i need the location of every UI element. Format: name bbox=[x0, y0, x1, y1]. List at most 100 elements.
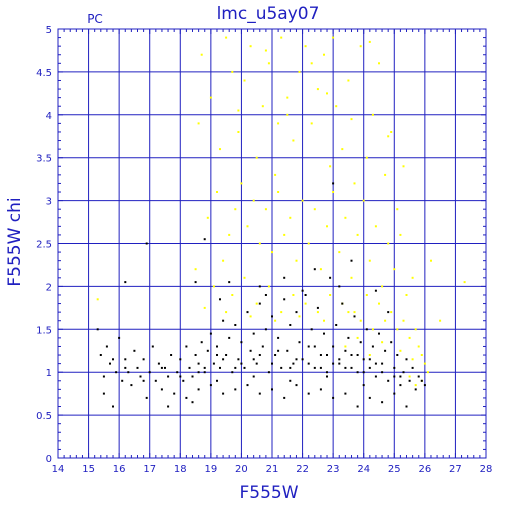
scatter-point bbox=[353, 315, 356, 318]
scatter-point bbox=[384, 349, 387, 352]
scatter-point bbox=[323, 332, 325, 335]
scatter-point bbox=[289, 324, 292, 326]
scatter-point bbox=[252, 199, 255, 202]
scatter-point bbox=[197, 122, 200, 125]
scatter-point bbox=[344, 345, 347, 348]
y-tick-label: 5 bbox=[46, 25, 52, 36]
scatter-point bbox=[258, 354, 261, 356]
scatter-point bbox=[362, 384, 365, 387]
scatter-point bbox=[399, 349, 402, 352]
scatter-point bbox=[329, 294, 332, 296]
scatter-point bbox=[329, 276, 332, 279]
scatter-point bbox=[378, 62, 380, 65]
scatter-point bbox=[191, 401, 194, 404]
scatter-point bbox=[393, 366, 396, 369]
scatter-point bbox=[206, 349, 209, 352]
scatter-point bbox=[209, 332, 212, 335]
scatter-point bbox=[347, 79, 350, 82]
x-tick-label: 27 bbox=[449, 464, 462, 475]
y-tick-label: 2 bbox=[46, 282, 52, 293]
scatter-point bbox=[323, 319, 325, 322]
scatter-point bbox=[356, 336, 359, 339]
scatter-point bbox=[378, 302, 380, 305]
scatter-point bbox=[384, 319, 387, 322]
scatter-point bbox=[142, 379, 145, 382]
scatter-point bbox=[326, 92, 328, 95]
scatter-point bbox=[374, 289, 377, 292]
scatter-point bbox=[167, 405, 170, 408]
scatter-point bbox=[179, 358, 182, 361]
scatter-point bbox=[423, 384, 426, 387]
scatter-point bbox=[264, 294, 267, 296]
scatter-point bbox=[430, 259, 432, 262]
scatter-point bbox=[411, 276, 414, 279]
scatter-point bbox=[173, 392, 176, 395]
scatter-point bbox=[179, 375, 182, 378]
x-tick-label: 15 bbox=[82, 464, 95, 475]
scatter-point bbox=[255, 362, 258, 365]
scatter-point bbox=[353, 311, 356, 314]
scatter-point bbox=[258, 392, 261, 395]
scatter-point bbox=[368, 40, 371, 43]
scatter-point bbox=[102, 375, 105, 378]
scatter-point bbox=[307, 392, 310, 395]
x-tick-label: 26 bbox=[418, 464, 431, 475]
y-tick-label: 4.5 bbox=[36, 68, 52, 79]
scatter-point bbox=[261, 345, 264, 348]
chart-title: lmc_u5ay07 bbox=[217, 4, 320, 24]
scatter-point bbox=[240, 182, 243, 185]
scatter-point bbox=[164, 366, 166, 369]
scatter-point bbox=[399, 375, 402, 378]
scatter-point bbox=[319, 354, 322, 356]
scatter-point bbox=[414, 328, 417, 331]
scatter-point bbox=[228, 233, 231, 236]
scatter-point bbox=[319, 268, 322, 271]
scatter-point bbox=[274, 354, 277, 356]
scatter-point bbox=[332, 36, 335, 39]
scatter-point bbox=[197, 362, 200, 365]
scatter-point bbox=[274, 173, 277, 176]
scatter-point bbox=[280, 311, 283, 314]
scatter-point bbox=[222, 259, 225, 262]
scatter-point bbox=[368, 354, 371, 356]
scatter-point bbox=[280, 36, 283, 39]
scatter-point bbox=[289, 366, 292, 369]
scatter-point bbox=[417, 345, 420, 348]
scatter-point bbox=[408, 379, 411, 382]
scatter-point bbox=[286, 96, 289, 99]
scatter-point bbox=[371, 113, 374, 116]
scatter-point bbox=[136, 366, 139, 369]
scatter-point bbox=[240, 362, 243, 365]
scatter-point bbox=[243, 276, 246, 279]
scatter-point bbox=[387, 311, 390, 314]
scatter-point bbox=[390, 131, 393, 133]
scatter-point bbox=[298, 341, 301, 344]
scatter-point bbox=[99, 354, 102, 356]
scatter-point bbox=[374, 362, 377, 365]
y-tick-label: 3 bbox=[46, 197, 52, 208]
scatter-point bbox=[194, 354, 197, 356]
scatter-point bbox=[160, 366, 163, 369]
scatter-point bbox=[414, 388, 417, 391]
scatter-point bbox=[258, 242, 261, 245]
scatter-point bbox=[237, 358, 240, 361]
scatter-point bbox=[222, 392, 225, 395]
scatter-point bbox=[102, 392, 105, 395]
scatter-point bbox=[341, 148, 344, 151]
x-tick-label: 19 bbox=[204, 464, 217, 475]
scatter-point bbox=[277, 191, 280, 193]
scatter-point bbox=[200, 341, 203, 344]
scatter-point bbox=[316, 311, 319, 314]
x-tick-label: 18 bbox=[174, 464, 187, 475]
scatter-point bbox=[277, 336, 280, 339]
scatter-point bbox=[185, 345, 188, 348]
scatter-point bbox=[225, 354, 228, 356]
scatter-point bbox=[420, 354, 423, 356]
scatter-point bbox=[246, 384, 249, 387]
x-tick-label: 14 bbox=[52, 464, 65, 475]
scatter-point bbox=[185, 396, 188, 399]
scatter-point bbox=[188, 366, 191, 369]
scatter-point bbox=[96, 298, 99, 301]
scatter-point bbox=[350, 118, 353, 121]
